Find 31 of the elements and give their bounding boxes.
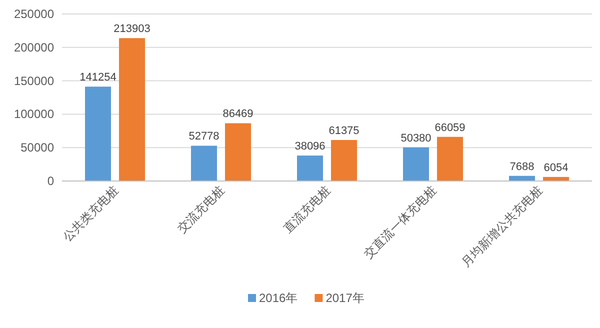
bar bbox=[403, 147, 429, 181]
data-label: 38096 bbox=[294, 140, 326, 153]
x-tick-label: 交直流一体充电桩 bbox=[361, 183, 440, 262]
legend-label: 2017年 bbox=[326, 291, 364, 305]
y-tick-label: 50000 bbox=[20, 140, 54, 155]
bar bbox=[297, 156, 323, 181]
bar bbox=[437, 136, 463, 181]
bar bbox=[191, 146, 217, 181]
x-tick-label: 直流充电桩 bbox=[280, 183, 334, 236]
legend-label: 2016年 bbox=[259, 291, 298, 305]
data-label: 66059 bbox=[434, 122, 466, 134]
y-tick-label: 200000 bbox=[14, 40, 54, 54]
bar bbox=[331, 140, 357, 181]
y-tick-label: 100000 bbox=[14, 107, 54, 122]
y-tick-label: 0 bbox=[47, 174, 54, 188]
data-label: 7688 bbox=[510, 160, 534, 173]
x-tick-label: 公共类充电桩 bbox=[60, 183, 122, 244]
data-label: 141254 bbox=[80, 72, 116, 84]
x-tick-label: 交流充电桩 bbox=[174, 183, 228, 236]
data-label: 61375 bbox=[328, 125, 360, 137]
data-label: 86469 bbox=[222, 108, 254, 120]
data-label: 213903 bbox=[114, 23, 150, 36]
x-tick-label: 月均新增公共充电桩 bbox=[458, 183, 546, 270]
data-label: 50380 bbox=[400, 132, 432, 144]
bar bbox=[119, 38, 145, 181]
y-tick-label: 150000 bbox=[14, 74, 54, 88]
data-label: 52778 bbox=[188, 130, 220, 143]
bar bbox=[85, 86, 111, 181]
bar bbox=[225, 123, 251, 181]
data-label: 6054 bbox=[544, 162, 568, 174]
y-tick-label: 250000 bbox=[14, 7, 54, 21]
